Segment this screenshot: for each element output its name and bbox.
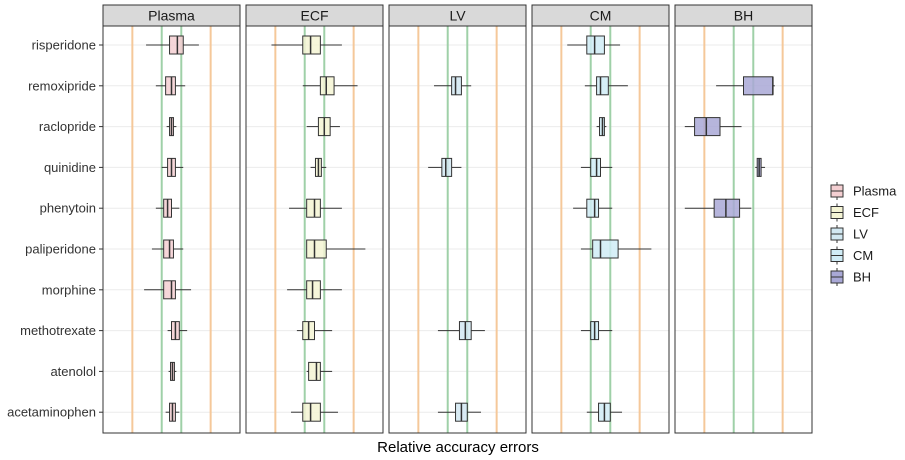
y-tick-label-phenytoin: phenytoin <box>40 201 96 216</box>
box-cm-methotrexate <box>580 321 613 341</box>
legend-label: BH <box>853 270 871 285</box>
box-ecf-quinidine <box>310 157 327 177</box>
panel-plasma: Plasma <box>102 4 241 434</box>
panel-lv: LV <box>388 4 527 434</box>
box-cm-remoxipride <box>584 76 628 96</box>
box-iqr <box>306 239 327 259</box>
box-ecf-paliperidone <box>306 239 366 259</box>
box-iqr <box>306 198 321 218</box>
box-lv-remoxipride <box>434 76 472 96</box>
box-plasma-acetaminophen <box>165 402 180 422</box>
panel-cm: CM <box>531 4 670 434</box>
panel-border <box>388 25 527 434</box>
facet-panels: Plasma ECF LV CM BH <box>102 4 813 434</box>
panel-border <box>531 25 670 434</box>
box-cm-quinidine <box>580 157 613 177</box>
y-tick-label-acetaminophen: acetaminophen <box>7 405 96 420</box>
box-iqr <box>163 280 176 300</box>
y-tick-label-risperidone: risperidone <box>32 38 96 53</box>
box-bh-phenytoin <box>684 198 752 218</box>
box-iqr <box>713 198 741 218</box>
box-ecf-methotrexate <box>296 321 333 341</box>
strip-label-cm: CM <box>590 8 612 24</box>
box-iqr <box>441 157 453 177</box>
box-plasma-quinidine <box>161 157 184 177</box>
legend-item-cm: CM <box>830 246 873 265</box>
box-ecf-raclopride <box>306 117 340 137</box>
panel-border <box>245 25 384 434</box>
box-ecf-acetaminophen <box>291 402 338 422</box>
y-axis-tick-labels: risperidone remoxipride raclopride quinidin… <box>7 38 103 420</box>
y-tick-label-atenolol: atenolol <box>50 364 96 379</box>
x-axis-title: Relative accuracy errors <box>377 439 539 456</box>
box-iqr <box>451 76 462 96</box>
box-iqr <box>743 76 774 96</box>
y-tick-label-morphine: morphine <box>42 282 96 297</box>
box-lv-methotrexate <box>437 321 485 341</box>
box-plasma-atenolol <box>168 361 177 381</box>
legend-item-ecf: ECF <box>830 203 879 222</box>
legend-label: Plasma <box>853 184 897 199</box>
box-bh-remoxipride <box>716 76 775 96</box>
y-tick-label-paliperidone: paliperidone <box>25 242 96 257</box>
box-iqr <box>596 76 609 96</box>
box-bh-quinidine <box>755 157 766 177</box>
panel-border <box>102 25 241 434</box>
box-bh-raclopride <box>684 117 742 137</box>
panel-ecf: ECF <box>245 4 384 434</box>
box-ecf-morphine <box>287 280 342 300</box>
box-iqr <box>319 76 335 96</box>
box-cm-risperidone <box>567 35 621 55</box>
box-lv-acetaminophen <box>437 402 481 422</box>
box-plasma-morphine <box>144 280 192 300</box>
strip-label-ecf: ECF <box>301 8 329 24</box>
strip-label-lv: LV <box>449 8 466 24</box>
legend-label: LV <box>853 227 868 242</box>
box-cm-acetaminophen <box>586 402 623 422</box>
box-iqr <box>302 35 321 55</box>
box-iqr <box>592 239 619 259</box>
panel-bh: BH <box>674 4 813 434</box>
legend-item-plasma: Plasma <box>830 182 897 200</box>
panel-border <box>674 25 813 434</box>
strip-label-bh: BH <box>734 8 753 24</box>
y-tick-label-raclopride: raclopride <box>39 119 96 134</box>
legend-item-bh: BH <box>830 268 871 286</box>
box-plasma-paliperidone <box>151 239 184 259</box>
box-iqr <box>308 361 321 381</box>
box-plasma-methotrexate <box>167 321 188 341</box>
box-cm-raclopride <box>596 117 607 137</box>
box-plasma-phenytoin <box>155 198 180 218</box>
legend-item-lv: LV <box>830 225 868 243</box>
box-iqr <box>586 198 600 218</box>
y-tick-label-quinidine: quinidine <box>44 160 96 175</box>
box-cm-paliperidone <box>580 239 652 259</box>
strip-label-plasma: Plasma <box>148 8 195 24</box>
box-iqr <box>590 157 602 177</box>
box-iqr <box>586 35 605 55</box>
box-ecf-phenytoin <box>289 198 342 218</box>
box-iqr <box>169 35 184 55</box>
box-iqr <box>306 280 321 300</box>
box-ecf-remoxipride <box>302 76 358 96</box>
box-plasma-remoxipride <box>155 76 186 96</box>
box-iqr <box>165 76 176 96</box>
box-cm-phenytoin <box>573 198 613 218</box>
y-tick-label-remoxipride: remoxipride <box>28 78 96 93</box>
box-lv-quinidine <box>428 157 462 177</box>
legend-label: CM <box>853 248 873 263</box>
box-iqr <box>694 117 721 137</box>
box-plasma-risperidone <box>146 35 199 55</box>
y-tick-label-methotrexate: methotrexate <box>20 323 96 338</box>
box-plasma-raclopride <box>166 117 177 137</box>
box-ecf-risperidone <box>271 35 342 55</box>
legend-label: ECF <box>853 205 879 220</box>
box-iqr <box>163 239 174 259</box>
legend: Plasma ECF LV CM BH <box>830 182 897 286</box>
box-iqr <box>302 402 321 422</box>
box-ecf-atenolol <box>306 361 333 381</box>
